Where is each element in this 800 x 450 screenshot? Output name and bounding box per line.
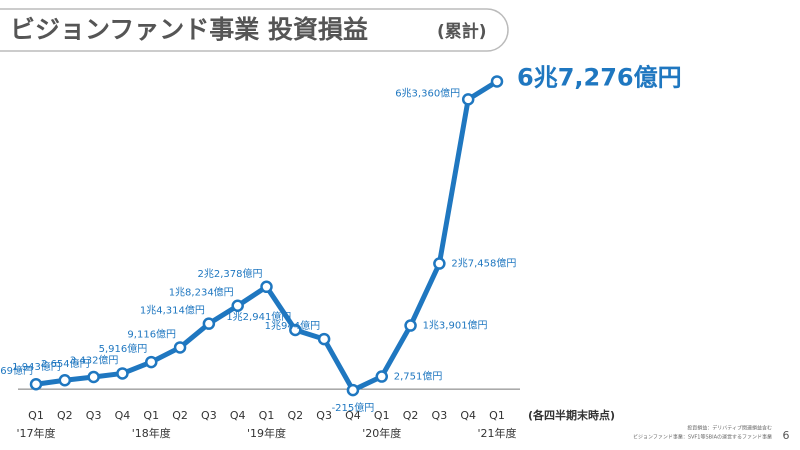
marker <box>231 299 244 312</box>
x-tick-label: Q2 <box>57 409 73 422</box>
value-label: 1兆4,314億円 <box>140 304 205 317</box>
marker <box>116 367 129 380</box>
x-tick-label: Q4 <box>345 409 361 422</box>
marker <box>375 370 388 383</box>
marker <box>490 75 504 88</box>
value-label: 6兆3,360億円 <box>395 86 460 99</box>
year-label: '20年度 <box>362 426 401 440</box>
value-label: 3,432億円 <box>70 353 119 366</box>
x-tick-label: Q3 <box>86 409 102 422</box>
marker <box>202 317 216 330</box>
x-note: (各四半期末時点) <box>528 408 615 422</box>
x-tick-label: Q4 <box>230 409 246 422</box>
x-tick-label: Q1 <box>28 409 44 422</box>
year-label: '18年度 <box>132 426 171 440</box>
marker <box>404 319 417 332</box>
value-label-highlight: 6兆7,276億円 <box>517 63 682 91</box>
title-box <box>0 8 509 52</box>
value-label: 2,751億円 <box>394 370 443 383</box>
x-tick-label: Q4 <box>460 409 476 422</box>
marker <box>145 355 158 369</box>
value-label: 1,943億円 <box>12 360 61 373</box>
marker <box>461 93 475 106</box>
x-tick-label: Q4 <box>115 409 131 422</box>
value-label: 2兆7,458億円 <box>451 257 516 270</box>
value-label: 1兆3,901億円 <box>423 319 488 332</box>
marker <box>289 323 302 337</box>
marker <box>29 377 43 391</box>
x-tick-label: Q1 <box>489 409 505 422</box>
note: ビジョンファンド事業：SVF1等SBIAの運営するファンド事業 <box>633 434 772 441</box>
value-label: -215億円 <box>332 401 375 414</box>
value-label: 9,116億円 <box>127 327 176 340</box>
value-label: 1兆2,941億円 <box>226 310 291 323</box>
year-label: '19年度 <box>247 426 286 440</box>
marker <box>58 373 72 387</box>
page-number: 6 <box>783 429 790 442</box>
marker <box>87 370 100 384</box>
marker <box>317 332 331 346</box>
value-label: 1,069億円 <box>0 364 33 377</box>
x-tick-label: Q2 <box>403 409 419 422</box>
value-label: 1兆8,234億円 <box>169 286 234 299</box>
x-tick-label: Q1 <box>259 409 275 422</box>
title: ビジョンファンド事業 投資損益 <box>10 15 368 44</box>
note: 投資損益：デリバティブ関連損益含む <box>687 425 772 432</box>
year-label: '17年度 <box>16 426 55 440</box>
marker <box>433 257 446 270</box>
marker <box>346 383 360 397</box>
marker <box>260 280 273 294</box>
value-label: 5,916億円 <box>99 342 148 355</box>
x-tick-label: Q1 <box>143 409 159 422</box>
value-label: 1兆944億円 <box>265 319 320 332</box>
title-suffix: (累計) <box>437 21 487 42</box>
x-tick-label: Q3 <box>432 409 448 422</box>
marker <box>173 341 187 354</box>
value-label: 2,654億円 <box>41 357 90 370</box>
year-label: '21年度 <box>477 426 516 440</box>
x-tick-label: Q3 <box>316 409 332 422</box>
value-label: 2兆2,378億円 <box>198 267 263 280</box>
x-tick-label: Q3 <box>201 409 217 422</box>
x-tick-label: Q2 <box>287 409 303 422</box>
x-tick-label: Q2 <box>172 409 188 422</box>
x-tick-label: Q1 <box>374 409 390 422</box>
